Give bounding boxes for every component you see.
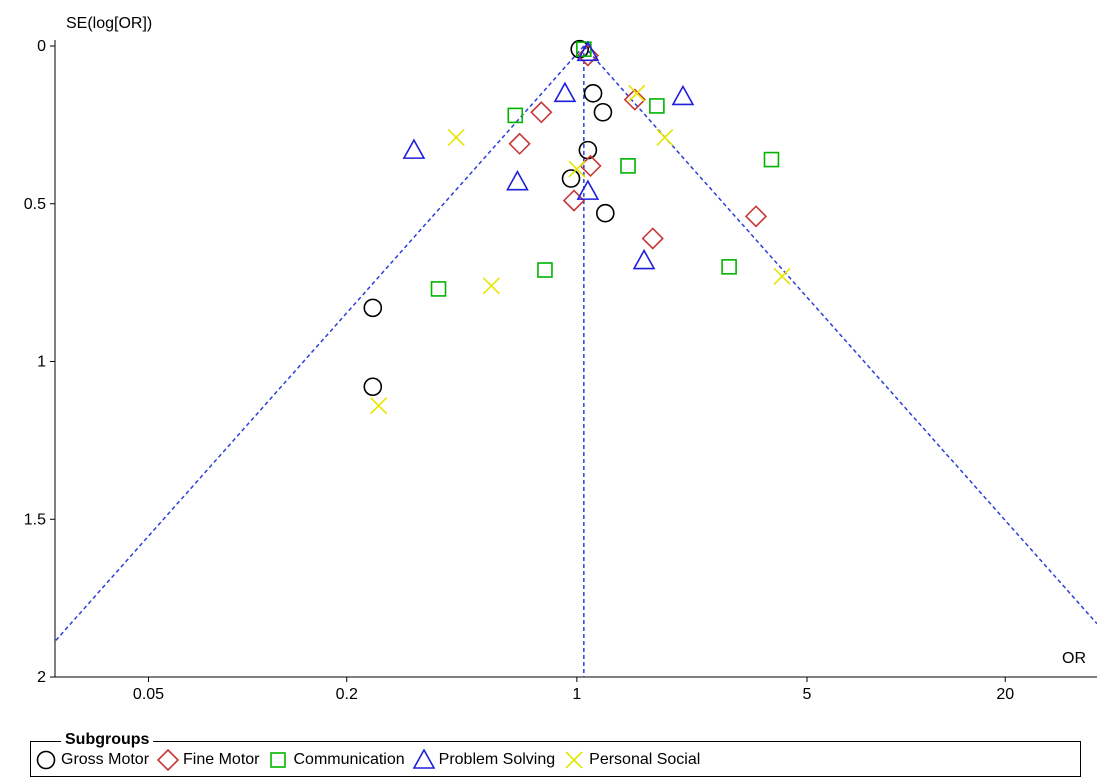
legend-item-problem-solving: Problem Solving — [412, 749, 556, 771]
legend-item-personal-social: Personal Social — [563, 749, 700, 771]
funnel-lines — [54, 45, 1097, 677]
legend-label: Communication — [293, 751, 405, 768]
legend: Subgroups Gross Motor Fine Motor Communica… — [30, 731, 1081, 777]
gross-motor-point — [583, 84, 603, 103]
x-tick-label: 0.2 — [336, 686, 358, 703]
funnel-left-line — [54, 45, 585, 642]
problem-solving-point — [576, 179, 600, 200]
gross-motor-point — [363, 377, 383, 397]
legend-marker — [412, 749, 435, 769]
y-tick-label: 0.5 — [24, 196, 46, 213]
problem-solving-point — [506, 170, 529, 191]
legend-marker — [157, 749, 180, 771]
axes — [54, 40, 1097, 678]
problem-solving-point — [576, 40, 600, 62]
x-tick-label: 1 — [572, 686, 581, 703]
legend-title: Subgroups — [61, 731, 154, 749]
problem-solving-point — [402, 138, 426, 159]
gross-motor-point — [363, 298, 383, 318]
fine-motor-point — [576, 44, 599, 67]
fine-motor-point — [562, 189, 586, 212]
communication-point — [721, 259, 737, 275]
y-ticks: 0 0.5 1 1.5 2 — [24, 38, 55, 686]
fine-motor-point — [530, 101, 553, 124]
personal-social-point — [628, 84, 646, 102]
y-axis-title: SE(log[OR]) — [66, 15, 152, 32]
legend-marker — [36, 750, 56, 770]
y-tick-label: 1.5 — [24, 511, 46, 528]
data-points — [363, 39, 791, 415]
x-tick-label: 5 — [803, 686, 812, 703]
personal-social-point — [568, 160, 586, 178]
personal-social-point — [482, 277, 500, 295]
personal-social-point — [656, 128, 674, 147]
problem-solving-point — [671, 84, 695, 106]
fine-motor-point — [641, 227, 664, 250]
gross-motor-point — [578, 140, 598, 160]
communication-point — [620, 158, 636, 174]
legend-marker — [565, 751, 583, 769]
communication-point — [537, 262, 553, 278]
x-axis-title: OR — [1062, 650, 1086, 667]
y-tick-label: 2 — [37, 669, 46, 686]
problem-solving-point — [553, 81, 577, 103]
legend-diamond-icon — [157, 749, 180, 771]
fine-motor-point — [744, 205, 768, 228]
communication-point — [649, 98, 665, 114]
personal-social-point — [773, 267, 791, 285]
x-tick-label: 0.05 — [133, 686, 164, 703]
legend-item-gross-motor: Gross Motor — [35, 749, 149, 771]
communication-point — [763, 151, 780, 168]
legend-items: Gross Motor Fine Motor Communication Proble… — [35, 749, 708, 771]
y-tick-label: 1 — [37, 354, 46, 371]
x-ticks: 0.05 0.2 1 5 20 — [133, 677, 1014, 703]
problem-solving-point — [632, 248, 656, 270]
gross-motor-point — [561, 169, 581, 188]
fine-motor-point — [508, 132, 531, 155]
x-tick-label: 20 — [996, 686, 1014, 703]
legend-circle-icon — [36, 750, 56, 770]
legend-label: Fine Motor — [183, 751, 260, 768]
fine-motor-point — [623, 88, 646, 111]
gross-motor-point — [595, 203, 615, 223]
y-tick-label: 0 — [37, 38, 46, 55]
legend-item-fine-motor: Fine Motor — [157, 749, 259, 771]
legend-x-icon — [565, 751, 583, 769]
communication-point — [507, 107, 524, 124]
legend-label: Gross Motor — [61, 751, 150, 768]
legend-marker — [270, 752, 287, 768]
legend-triangle-icon — [412, 749, 435, 769]
legend-label: Problem Solving — [438, 751, 556, 768]
legend-square-icon — [270, 752, 287, 768]
personal-social-point — [447, 128, 465, 147]
legend-label: Personal Social — [589, 751, 701, 768]
personal-social-point — [370, 397, 388, 415]
gross-motor-point — [593, 102, 613, 122]
legend-item-communication: Communication — [267, 749, 405, 771]
communication-point — [430, 281, 447, 297]
